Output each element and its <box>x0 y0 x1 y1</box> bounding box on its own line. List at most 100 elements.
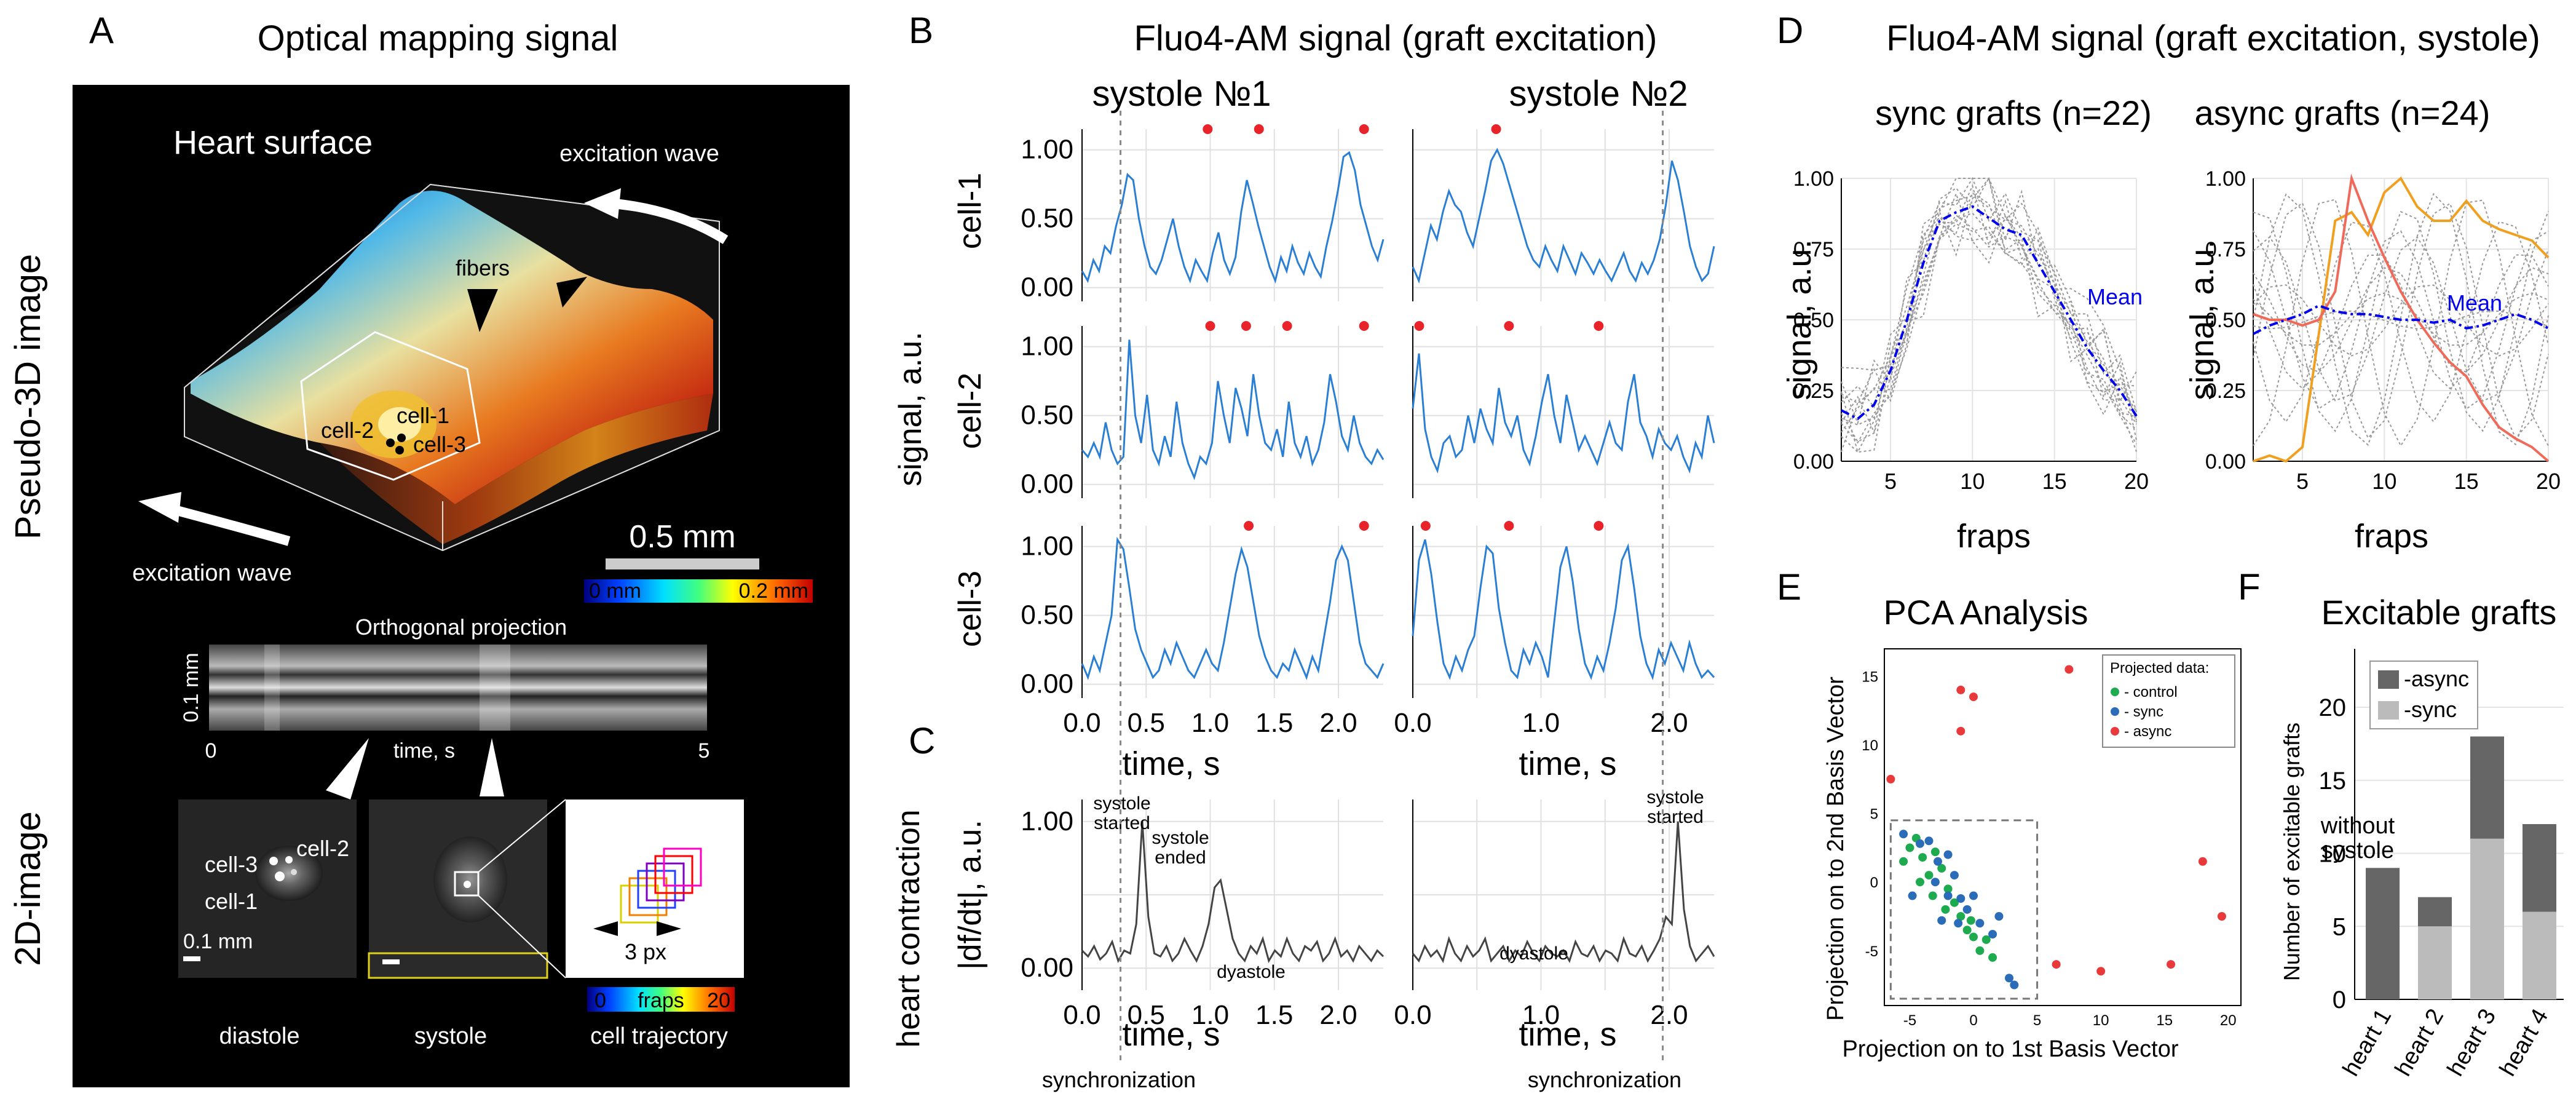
y-tick-label: 0.00 <box>2205 450 2246 474</box>
panel-c-xlabel-1: time, s <box>1122 1016 1220 1053</box>
plot-B_cell3_systole2: 0.0 1.0 2.0 <box>1394 521 1715 738</box>
y-tick-label: 0.00 <box>1021 272 1073 303</box>
point-sync <box>1937 916 1946 925</box>
point-sync <box>1950 871 1959 880</box>
series-line-background <box>2253 230 2549 410</box>
cell-trajectory: 3 px 0 fraps 20 <box>566 800 744 1012</box>
bar-async <box>2523 824 2556 912</box>
ortho-projection-image <box>209 645 707 731</box>
px-label: 3 px <box>625 939 666 964</box>
annotation-without: without <box>2320 813 2395 839</box>
x-tick-label: heart 4 <box>2495 1005 2554 1081</box>
peak-marker <box>1205 321 1215 331</box>
point-control <box>1916 878 1924 887</box>
point-async <box>2217 912 2226 921</box>
panel-d-xlabel-1: fraps <box>1957 518 2031 555</box>
row-label-cell-1: cell-1 <box>952 173 988 249</box>
systole-yellow-box <box>368 952 548 979</box>
series-line-background <box>2253 284 2549 357</box>
series-line-background <box>1841 192 2137 433</box>
panel-b-plots: 0.000.501.000.000.501.000.000.501.000.0 0… <box>1021 124 1715 738</box>
px-arrow-right <box>657 921 681 936</box>
pca-cluster-box <box>1889 819 2039 1000</box>
y-tick-label: 5 <box>2333 913 2346 940</box>
legend-marker <box>2111 727 2119 736</box>
series-line-salmon <box>2253 173 2550 462</box>
excitation-arrow-bottom-head <box>138 492 181 523</box>
y-tick-label: 0.50 <box>1021 400 1073 430</box>
series-line-background <box>2253 192 2549 446</box>
y-tick-label: 0.00 <box>1021 953 1073 983</box>
peak-marker <box>1594 321 1604 331</box>
point-control <box>1905 843 1914 852</box>
scale-bar-label: 0.5 mm <box>629 519 735 555</box>
panel-a-letter: A <box>89 10 114 51</box>
plot-C_systole1: 0.00 1.00 0.0 0.5 1.0 1.5 2.0 <box>1021 800 1385 1030</box>
fibers-label: fibers <box>456 255 510 280</box>
systole-scale-bar <box>382 959 400 964</box>
series-line-B_cell2_systole1 <box>1081 339 1385 480</box>
sync-label-2: synchronization <box>1528 1067 1681 1092</box>
panel-f-letter: F <box>2238 566 2261 608</box>
diastole-cell-2-label: cell-2 <box>296 836 349 861</box>
ann-systole-started-1a: systole <box>1093 793 1150 814</box>
excitation-arrow-bottom <box>170 504 291 546</box>
x-tick-label: 0.5 <box>1128 708 1165 738</box>
series-line-background <box>1841 184 2137 441</box>
ann-systole-ended-a: systole <box>1152 828 1209 848</box>
panel-b-letter: B <box>909 10 933 51</box>
ann-dyastole-2: dyastole <box>1499 943 1568 964</box>
diastole-cell-1-label: cell-1 <box>205 889 258 914</box>
caption-diastole: diastole <box>219 1023 300 1049</box>
x-tick-label: 0.0 <box>1394 708 1431 738</box>
point-sync <box>1908 891 1917 900</box>
series-line-background <box>1841 178 2137 423</box>
point-sync <box>1962 905 1972 914</box>
legend-label: -sync <box>2404 697 2457 722</box>
panel-a-title: Optical mapping signal <box>258 18 618 58</box>
caption-cell-trajectory: cell trajectory <box>590 1023 728 1049</box>
ortho-title: Orthogonal projection <box>355 614 567 640</box>
bar-async <box>2418 897 2452 927</box>
legend-marker <box>2111 707 2119 716</box>
point-sync <box>1988 930 1997 938</box>
annotation-systole: systole <box>2321 838 2394 863</box>
row-label-cell-3: cell-3 <box>952 571 988 647</box>
point-sync <box>1994 912 2004 921</box>
peak-marker <box>1359 521 1369 531</box>
bar-sync <box>2418 926 2452 999</box>
x-tick-label: 15 <box>2156 1012 2173 1029</box>
point-control <box>1956 912 1966 921</box>
plot-B_cell2_systole1: 0.00 0.50 1.00 <box>1021 321 1385 499</box>
point-sync <box>1975 919 1985 928</box>
point-control <box>1941 905 1950 914</box>
series-line-background <box>2253 236 2549 402</box>
x-tick-label: 15 <box>2454 469 2479 494</box>
point-sync <box>1924 836 1934 846</box>
legend-label: - control <box>2124 684 2178 700</box>
point-sync <box>1899 830 1908 839</box>
ann-dyastole-1: dyastole <box>1217 962 1286 982</box>
series-line-C_systole1 <box>1081 821 1385 964</box>
x-tick-label: 10 <box>1960 469 1985 494</box>
panel-c-xlabel-2: time, s <box>1519 1016 1616 1053</box>
surface-heatmap <box>191 191 713 504</box>
panel-d-title: Fluo4-AM signal (graft excitation, systo… <box>1886 18 2540 58</box>
x-tick-label: 1.0 <box>1191 1000 1229 1030</box>
plot-B_cell2_systole2 <box>1412 321 1715 498</box>
y-tick-label: 0.50 <box>1021 600 1073 630</box>
fiber-arrowhead-2 <box>556 277 587 308</box>
legend-label: - sync <box>2124 704 2163 720</box>
panel-e: E PCA Analysis Projection on to 2nd Basi… <box>1777 566 2242 1062</box>
diastole-scale-bar <box>183 956 200 961</box>
panel-d-subtitle-sync: sync grafts (n=22) <box>1875 93 2152 132</box>
panel-f-title: Excitable grafts <box>2321 593 2557 632</box>
row-label-cell-2: cell-2 <box>952 373 988 449</box>
bar-async <box>2366 868 2400 999</box>
cell-3-dot <box>395 446 404 454</box>
series-line-background <box>1841 223 2137 444</box>
x-tick-label: 2.0 <box>1319 708 1357 738</box>
point-control <box>1975 946 1985 955</box>
